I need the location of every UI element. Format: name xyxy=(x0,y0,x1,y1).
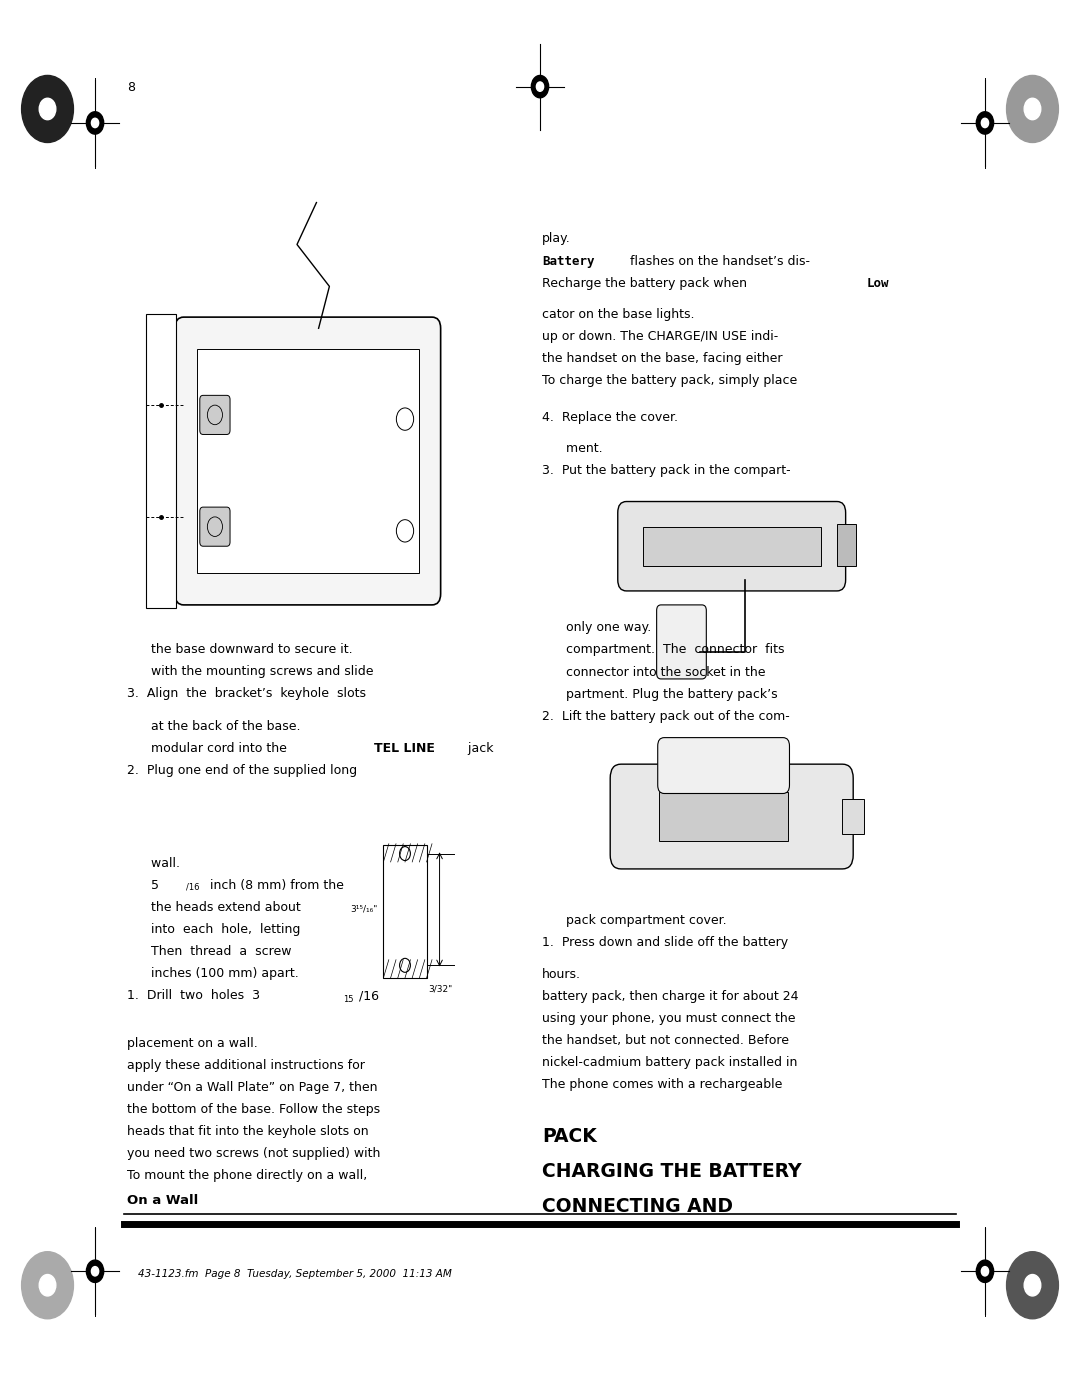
Text: pack compartment cover.: pack compartment cover. xyxy=(542,914,727,928)
Circle shape xyxy=(982,1267,988,1275)
Text: TEL LINE: TEL LINE xyxy=(374,742,434,756)
Bar xyxy=(146,314,176,608)
FancyBboxPatch shape xyxy=(618,502,846,591)
Text: wall.: wall. xyxy=(127,856,180,870)
Text: you need two screws (not supplied) with: you need two screws (not supplied) with xyxy=(127,1147,381,1161)
Text: 43-1123.fm  Page 8  Tuesday, September 5, 2000  11:13 AM: 43-1123.fm Page 8 Tuesday, September 5, … xyxy=(138,1268,453,1280)
Bar xyxy=(837,524,856,566)
Text: play.: play. xyxy=(542,232,571,246)
Text: inches (100 mm) apart.: inches (100 mm) apart. xyxy=(127,967,299,981)
Text: /16: /16 xyxy=(186,883,199,891)
Circle shape xyxy=(22,75,73,142)
Text: under “On a Wall Plate” on Page 7, then: under “On a Wall Plate” on Page 7, then xyxy=(127,1081,378,1094)
Text: 2.  Lift the battery pack out of the com-: 2. Lift the battery pack out of the com- xyxy=(542,710,789,722)
Text: jack: jack xyxy=(464,742,494,756)
Circle shape xyxy=(531,75,549,98)
Text: apply these additional instructions for: apply these additional instructions for xyxy=(127,1059,365,1071)
Circle shape xyxy=(39,98,56,120)
Circle shape xyxy=(976,1260,994,1282)
Circle shape xyxy=(86,1260,104,1282)
Text: the bottom of the base. Follow the steps: the bottom of the base. Follow the steps xyxy=(127,1104,380,1116)
Bar xyxy=(197,349,419,573)
Text: 5: 5 xyxy=(127,879,160,891)
Text: battery pack, then charge it for about 24: battery pack, then charge it for about 2… xyxy=(542,990,799,1003)
Text: the handset on the base, facing either: the handset on the base, facing either xyxy=(542,352,783,366)
Text: the base downward to secure it.: the base downward to secure it. xyxy=(127,643,353,657)
Text: 4.  Replace the cover.: 4. Replace the cover. xyxy=(542,411,678,425)
FancyBboxPatch shape xyxy=(175,317,441,605)
Text: PACK: PACK xyxy=(542,1127,597,1147)
Bar xyxy=(842,799,864,834)
Text: The phone comes with a rechargeable: The phone comes with a rechargeable xyxy=(542,1078,783,1091)
Text: CONNECTING AND: CONNECTING AND xyxy=(542,1197,733,1217)
Circle shape xyxy=(1024,1274,1041,1296)
Text: Then  thread  a  screw: Then thread a screw xyxy=(127,944,292,958)
Text: CHARGING THE BATTERY: CHARGING THE BATTERY xyxy=(542,1162,801,1182)
Text: 3.  Align  the  bracket’s  keyhole  slots: 3. Align the bracket’s keyhole slots xyxy=(127,687,366,700)
Text: the heads extend about: the heads extend about xyxy=(127,901,301,914)
Text: 2.  Plug one end of the supplied long: 2. Plug one end of the supplied long xyxy=(127,764,357,777)
FancyBboxPatch shape xyxy=(657,605,706,679)
Text: cator on the base lights.: cator on the base lights. xyxy=(542,309,694,321)
Text: partment. Plug the battery pack’s: partment. Plug the battery pack’s xyxy=(542,687,778,701)
Circle shape xyxy=(92,119,98,127)
Circle shape xyxy=(1007,1252,1058,1319)
Text: with the mounting screws and slide: with the mounting screws and slide xyxy=(127,665,374,679)
Text: heads that fit into the keyhole slots on: heads that fit into the keyhole slots on xyxy=(127,1125,369,1139)
Text: ment.: ment. xyxy=(542,441,603,455)
Text: 3¹⁵/₁₆": 3¹⁵/₁₆" xyxy=(351,905,378,914)
Text: up or down. The CHARGE/IN USE indi-: up or down. The CHARGE/IN USE indi- xyxy=(542,330,779,344)
Text: connector into the socket in the: connector into the socket in the xyxy=(542,665,766,679)
FancyBboxPatch shape xyxy=(200,395,230,434)
Text: using your phone, you must connect the: using your phone, you must connect the xyxy=(542,1013,796,1025)
Text: hours.: hours. xyxy=(542,968,581,981)
Text: On a Wall: On a Wall xyxy=(127,1194,199,1207)
Circle shape xyxy=(1024,98,1041,120)
Text: 1.  Press down and slide off the battery: 1. Press down and slide off the battery xyxy=(542,936,788,949)
Text: 3/32": 3/32" xyxy=(429,985,453,993)
Text: Recharge the battery pack when: Recharge the battery pack when xyxy=(542,277,752,289)
FancyBboxPatch shape xyxy=(200,507,230,546)
Text: at the back of the base.: at the back of the base. xyxy=(127,719,301,733)
Circle shape xyxy=(1007,75,1058,142)
Text: Battery: Battery xyxy=(542,254,595,268)
Text: inch (8 mm) from the: inch (8 mm) from the xyxy=(206,879,345,891)
Text: the handset, but not connected. Before: the handset, but not connected. Before xyxy=(542,1034,789,1048)
Bar xyxy=(383,845,427,978)
Text: /16: /16 xyxy=(359,989,379,1002)
FancyBboxPatch shape xyxy=(610,764,853,869)
Circle shape xyxy=(39,1274,56,1296)
Text: placement on a wall.: placement on a wall. xyxy=(127,1037,258,1051)
Bar xyxy=(643,527,821,566)
Circle shape xyxy=(86,112,104,134)
Text: To charge the battery pack, simply place: To charge the battery pack, simply place xyxy=(542,374,797,387)
Text: 1.  Drill  two  holes  3: 1. Drill two holes 3 xyxy=(127,989,260,1002)
Text: Low: Low xyxy=(866,277,889,289)
Text: nickel-cadmium battery pack installed in: nickel-cadmium battery pack installed in xyxy=(542,1056,797,1070)
Text: 8: 8 xyxy=(127,81,135,94)
Circle shape xyxy=(92,1267,98,1275)
Circle shape xyxy=(22,1252,73,1319)
Text: only one way.: only one way. xyxy=(542,622,651,634)
Text: modular cord into the: modular cord into the xyxy=(127,742,292,756)
Text: into  each  hole,  letting: into each hole, letting xyxy=(127,923,301,936)
Text: flashes on the handset’s dis-: flashes on the handset’s dis- xyxy=(626,254,810,268)
Circle shape xyxy=(537,82,543,91)
Circle shape xyxy=(982,119,988,127)
Text: compartment.  The  connector  fits: compartment. The connector fits xyxy=(542,644,785,657)
Circle shape xyxy=(976,112,994,134)
Text: To mount the phone directly on a wall,: To mount the phone directly on a wall, xyxy=(127,1169,367,1182)
Text: 15: 15 xyxy=(343,995,354,1003)
Bar xyxy=(659,792,788,841)
Text: 3.  Put the battery pack in the compart-: 3. Put the battery pack in the compart- xyxy=(542,464,791,476)
FancyBboxPatch shape xyxy=(658,738,789,793)
